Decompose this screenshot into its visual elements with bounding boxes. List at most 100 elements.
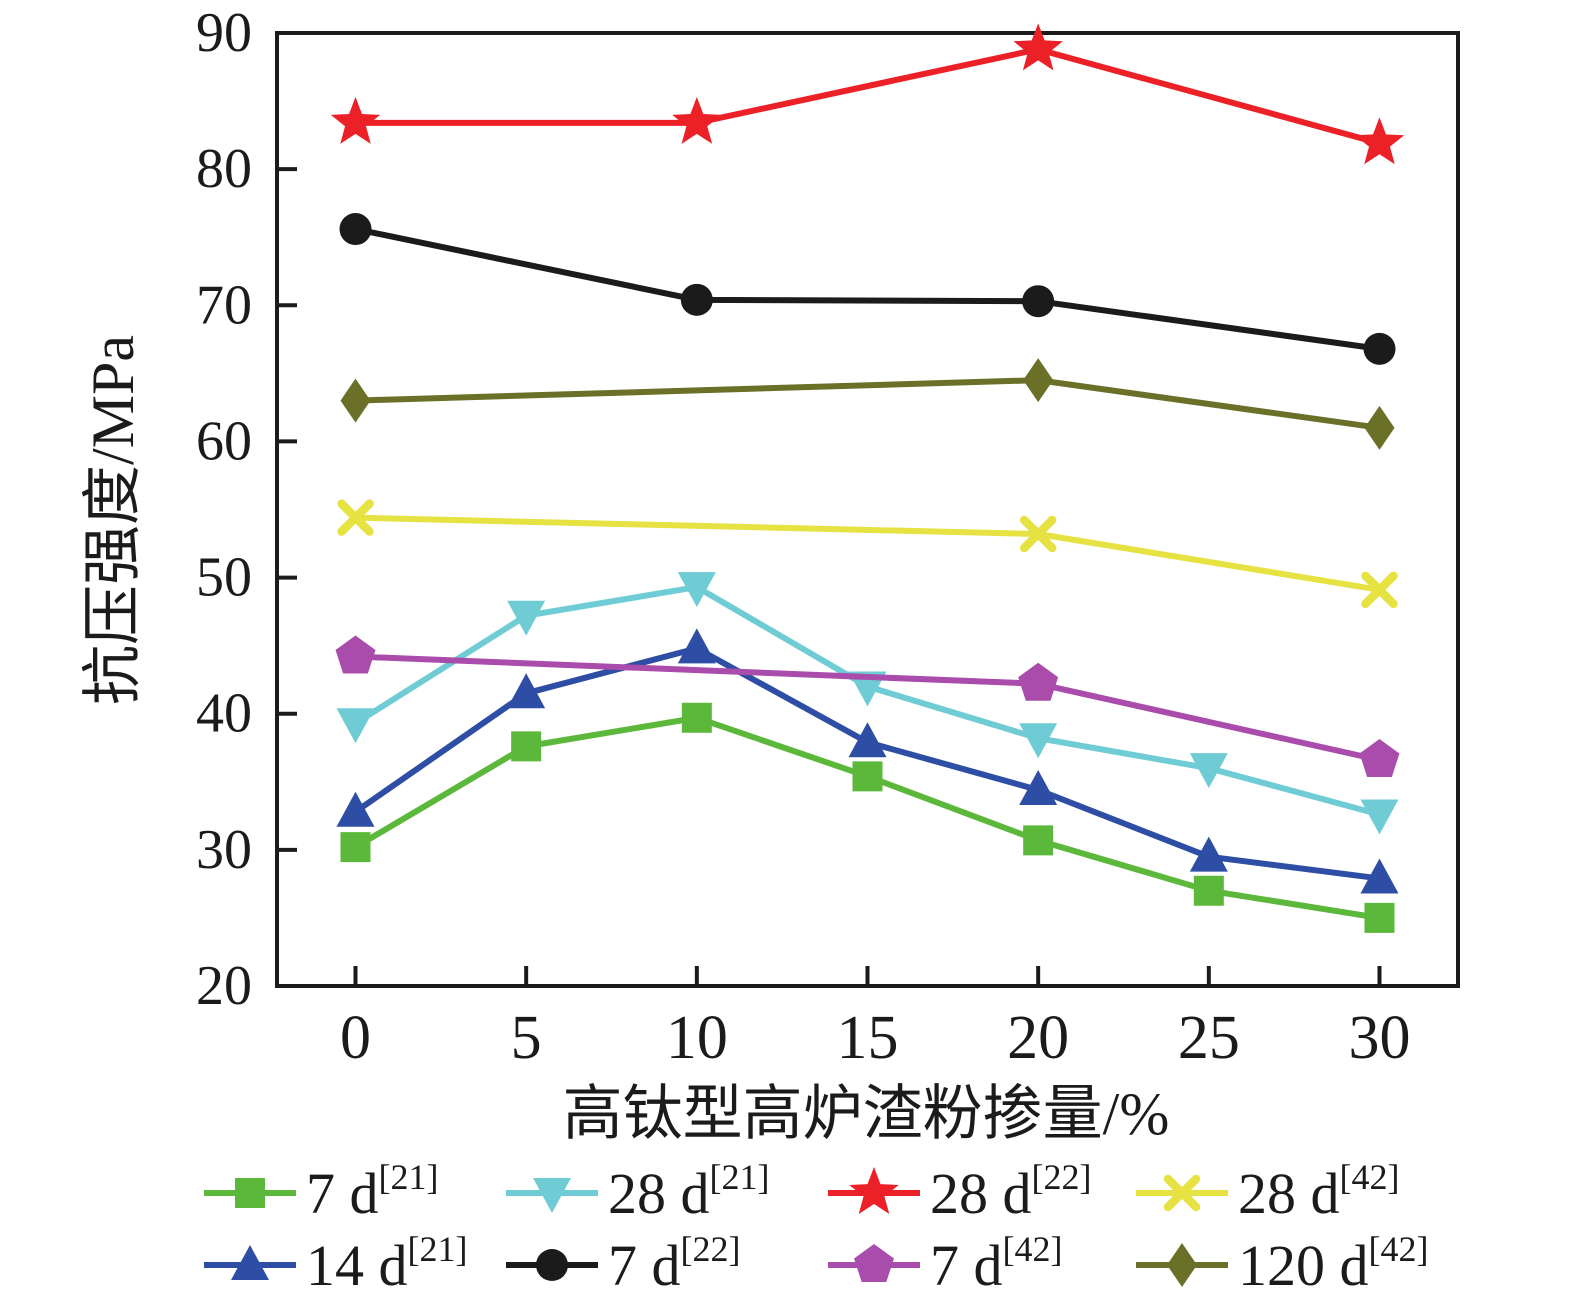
legend-label-reference: [42] [1340,1157,1400,1197]
data-point-marker [231,1245,269,1280]
y-tick-label: 70 [196,274,252,336]
x-tick-label: 30 [1348,1004,1410,1072]
legend-label-age: 120 d [1238,1233,1369,1297]
legend-item-14d-21: 14 d[21] [204,1229,467,1297]
data-point-marker [340,832,371,863]
legend-label: 120 d[42] [1238,1229,1428,1297]
data-point-marker [1019,769,1058,805]
data-point-marker [852,761,883,792]
x-tick-label: 10 [666,1004,728,1072]
data-point-marker [335,635,376,674]
x-tick-label: 25 [1178,1004,1240,1072]
legend-label-reference: [21] [408,1229,468,1269]
series-120d-42 [340,358,1395,450]
data-point-marker [1163,1174,1201,1212]
data-point-marker [1360,858,1399,894]
data-point-marker [1013,23,1063,71]
data-point-marker [1019,515,1057,553]
data-point-marker [1023,358,1054,403]
data-point-marker [1359,739,1400,777]
data-point-marker [1189,753,1228,789]
data-point-marker [1364,405,1395,450]
legend-item-7d-42: 7 d[42] [828,1229,1062,1297]
legend-label-reference: [21] [379,1157,439,1197]
data-point-marker [1361,571,1398,609]
y-tick-label: 40 [196,683,252,745]
legend-label: 7 d[22] [608,1229,740,1297]
data-point-marker [1019,723,1058,759]
x-axis-title: 高钛型高炉渣粉掺量/% [563,1081,1170,1147]
data-point-marker [677,628,716,664]
data-point-marker [507,600,546,636]
y-tick-label: 20 [196,955,252,1017]
legend-label: 28 d[42] [1238,1157,1399,1226]
x-tick-label: 20 [1007,1004,1069,1072]
legend-label-age: 28 d [1238,1161,1340,1226]
series-line [354,226,1380,352]
data-point-marker [848,722,887,758]
legend-label: 7 d[21] [306,1157,438,1226]
series-7d-21 [340,702,1395,933]
data-point-marker [672,96,722,144]
series-line [355,46,1381,147]
y-axis-title: 抗压强度/MPa [80,335,146,705]
legend-label-reference: [21] [710,1157,770,1197]
x-tick-label: 5 [511,1004,542,1072]
legend-item-28d-22: 28 d[22] [828,1157,1091,1226]
data-point-marker [1023,825,1054,856]
y-tick-label: 50 [196,547,252,609]
data-point-marker [507,673,546,709]
legend-label-age: 7 d [608,1233,681,1297]
y-tick-label: 60 [196,410,252,472]
legend-item-28d-21: 28 d[21] [506,1157,769,1226]
data-point-marker [681,702,712,733]
series-28d-22 [330,23,1405,165]
legend-label: 14 d[21] [306,1229,467,1297]
series-14d-21 [336,628,1399,894]
y-tick-label: 80 [196,138,252,200]
legend-label: 7 d[42] [930,1229,1062,1297]
legend-label: 28 d[21] [608,1157,769,1226]
data-point-marker [849,1167,899,1215]
series-line [355,377,1380,431]
data-point-marker [854,1244,894,1282]
y-tick-label: 30 [196,819,252,881]
data-point-marker [1167,1243,1197,1287]
data-point-marker [336,791,375,827]
x-axis: 0 5 10 15 20 25 30 [340,966,1410,1072]
data-point-marker [511,731,542,762]
legend-item-28d-42: 28 d[42] [1136,1157,1399,1226]
legend-label-age: 7 d [930,1233,1003,1297]
data-point-marker [336,708,375,744]
plot-frame [275,31,1460,988]
data-point-marker [235,1178,265,1208]
data-point-marker [680,283,713,316]
x-tick-label: 0 [340,1004,371,1072]
legend-item-7d-22: 7 d[22] [506,1229,740,1297]
series-7d-22 [339,213,1396,365]
y-axis: 20 30 40 50 60 70 80 90 [196,2,297,1017]
data-point-marker [1354,117,1405,165]
data-point-marker [1018,662,1059,701]
data-point-marker [677,572,716,608]
data-point-marker [339,213,372,246]
data-point-marker [1360,799,1399,835]
data-point-marker [337,499,374,536]
legend-label-reference: [22] [1032,1157,1092,1197]
data-point-marker [1193,875,1224,906]
data-point-marker [536,1249,568,1281]
series-28d-21 [336,572,1399,835]
data-point-marker [1022,285,1055,318]
y-tick-label: 90 [196,2,252,64]
series-line [355,514,1380,593]
legend-label: 28 d[22] [930,1157,1091,1226]
data-point-marker [1363,332,1396,365]
data-point-marker [1364,902,1395,933]
data-point-marker [1189,836,1228,872]
x-tick-label: 15 [837,1004,899,1072]
legend-label-age: 14 d [306,1233,408,1297]
legend-label-reference: [22] [681,1229,741,1269]
data-point-marker [330,96,381,144]
series-7d-42 [335,635,1400,777]
